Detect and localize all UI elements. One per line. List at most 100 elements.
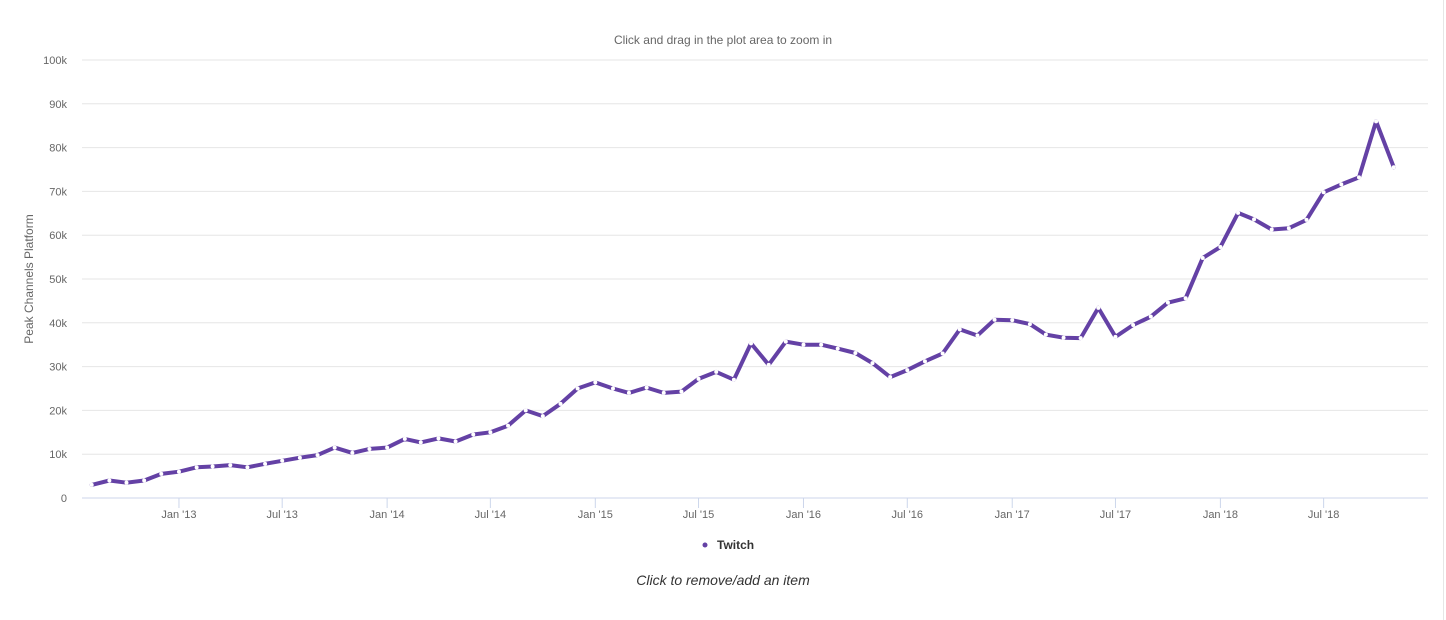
data-point — [436, 436, 441, 441]
data-point — [506, 423, 511, 428]
x-tick-label: Jul '16 — [892, 509, 923, 521]
data-point — [644, 385, 649, 390]
data-point — [1078, 336, 1083, 341]
data-point — [835, 346, 840, 351]
data-point — [783, 339, 788, 344]
data-point — [766, 362, 771, 367]
legend-item-twitch[interactable]: Twitch — [702, 538, 755, 552]
data-point — [402, 436, 407, 441]
data-point — [418, 440, 423, 445]
data-point — [922, 359, 927, 364]
data-point — [1043, 332, 1048, 337]
data-point — [1027, 322, 1032, 327]
legend-hint: Click to remove/add an item — [636, 572, 810, 588]
data-point — [661, 390, 666, 395]
data-point — [1113, 334, 1118, 339]
x-tick-label: Jan '13 — [161, 509, 196, 521]
x-tick-label: Jan '15 — [578, 509, 613, 521]
y-axis-title: Peak Channels Platform — [22, 214, 36, 343]
data-point — [176, 469, 181, 474]
data-point — [89, 482, 94, 487]
data-point — [749, 341, 754, 346]
data-point — [819, 342, 824, 347]
x-tick-label: Jan '16 — [786, 509, 821, 521]
y-tick-label: 0 — [61, 493, 67, 505]
data-point — [315, 453, 320, 458]
data-point — [1391, 165, 1396, 170]
data-point — [957, 327, 962, 332]
data-point — [280, 458, 285, 463]
data-point — [228, 463, 233, 468]
data-point — [679, 389, 684, 394]
y-tick-label: 90k — [49, 99, 67, 111]
data-point — [488, 430, 493, 435]
data-point — [1339, 182, 1344, 187]
data-point — [1304, 217, 1309, 222]
data-point — [194, 465, 199, 470]
legend-label: Twitch — [717, 538, 754, 552]
data-point — [905, 368, 910, 373]
y-tick-label: 60k — [49, 230, 67, 242]
data-point — [853, 351, 858, 356]
data-point — [1061, 335, 1066, 340]
x-tick-label: Jul '15 — [683, 509, 714, 521]
data-point — [1269, 227, 1274, 232]
data-point — [540, 414, 545, 419]
legend-marker-icon — [702, 542, 708, 548]
chart-subtitle: Click and drag in the plot area to zoom … — [613, 33, 833, 47]
data-point — [1183, 296, 1188, 301]
data-point — [870, 361, 875, 366]
y-tick-label: 20k — [49, 405, 67, 417]
data-point — [1374, 119, 1379, 124]
data-point — [210, 464, 215, 469]
x-tick-label: Jul '18 — [1308, 509, 1339, 521]
data-point — [142, 478, 147, 483]
data-point — [1010, 318, 1015, 323]
data-point — [593, 380, 598, 385]
data-point — [159, 471, 164, 476]
data-point — [471, 432, 476, 437]
data-point — [245, 465, 250, 470]
data-point — [558, 401, 563, 406]
data-point — [1286, 226, 1291, 231]
data-point — [626, 390, 631, 395]
x-tick-label: Jul '13 — [266, 509, 297, 521]
data-point — [1236, 210, 1241, 215]
data-point — [714, 369, 719, 374]
data-point — [1131, 322, 1136, 327]
y-tick-label: 10k — [49, 449, 67, 461]
data-point — [575, 386, 580, 391]
data-point — [1252, 217, 1257, 222]
x-tick-label: Jan '18 — [1203, 509, 1238, 521]
y-tick-label: 100k — [43, 55, 67, 67]
data-point — [940, 351, 945, 356]
data-point — [1321, 190, 1326, 195]
data-point — [107, 478, 112, 483]
data-point — [350, 450, 355, 455]
y-tick-label: 30k — [49, 362, 67, 374]
x-tick-label: Jan '14 — [370, 509, 405, 521]
data-point — [367, 446, 372, 451]
data-point — [1356, 175, 1361, 180]
y-tick-label: 70k — [49, 186, 67, 198]
data-point — [1165, 300, 1170, 305]
data-point — [263, 461, 268, 466]
y-tick-label: 40k — [49, 318, 67, 330]
data-point — [696, 376, 701, 381]
data-point — [1218, 245, 1223, 250]
data-point — [1200, 255, 1205, 260]
data-point — [523, 408, 528, 413]
y-tick-label: 50k — [49, 274, 67, 286]
data-point — [385, 445, 390, 450]
data-point — [888, 375, 893, 380]
data-point — [332, 445, 337, 450]
panel-divider — [1443, 0, 1444, 620]
data-point — [992, 317, 997, 322]
data-point — [1148, 314, 1153, 319]
x-tick-label: Jul '17 — [1100, 509, 1131, 521]
series-line-twitch — [89, 119, 1396, 487]
data-point — [731, 377, 736, 382]
x-tick-label: Jul '14 — [475, 509, 506, 521]
